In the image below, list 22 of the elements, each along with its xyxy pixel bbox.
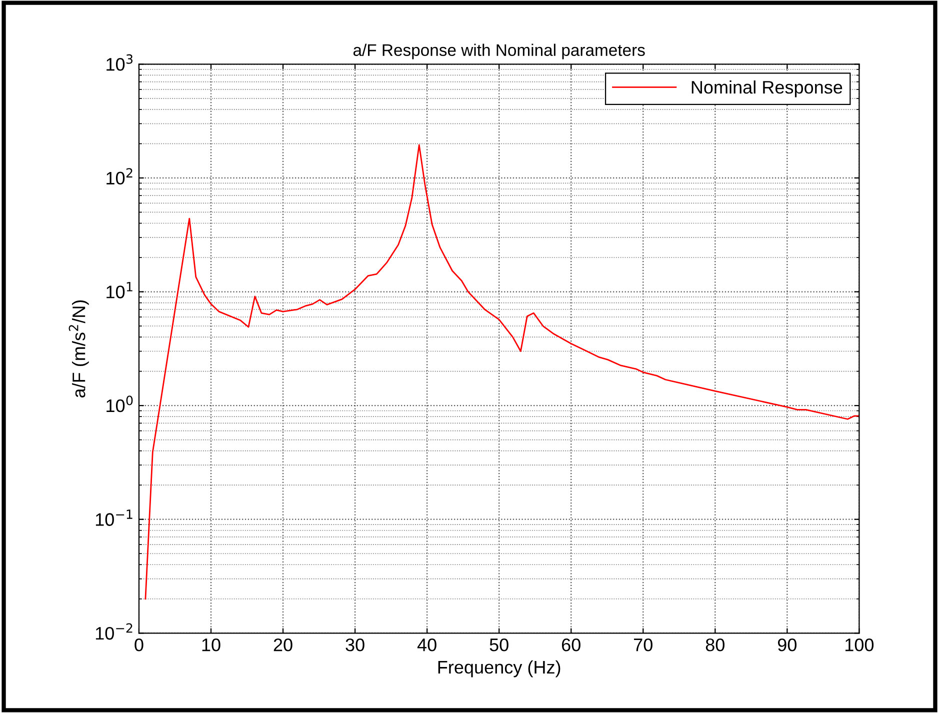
y-tick-label: 10$^{0}$ <box>106 396 133 412</box>
x-tick-label: 90 <box>778 638 796 652</box>
x-tick-label: 40 <box>417 638 436 652</box>
chart-title: a/F Response with Nominal parameters <box>353 44 645 60</box>
x-tick-label: 30 <box>346 638 364 652</box>
y-axis-title: a/F (m/s$^{2}$/N) <box>68 300 89 398</box>
x-tick-label: 20 <box>274 638 292 652</box>
x-tick-label: 70 <box>634 638 652 652</box>
x-tick-label: 80 <box>706 638 724 652</box>
y-tick-label: 10$^{3}$ <box>106 54 133 71</box>
x-tick-label: 100 <box>846 638 874 652</box>
x-axis-title: Frequency (Hz) <box>438 660 560 678</box>
x-tick-label: 10 <box>202 638 220 652</box>
x-tick-label: 50 <box>490 638 508 652</box>
line-series <box>144 144 860 600</box>
legend-label: Nominal Response <box>692 80 842 98</box>
y-tick-label: 10$^{−2}$ <box>96 623 132 640</box>
y-tick-label: 10$^{1}$ <box>106 282 132 298</box>
x-tick-label: 60 <box>562 638 580 652</box>
y-tick-label: 10$^{−1}$ <box>96 510 132 526</box>
y-tick-label: 10$^{2}$ <box>106 168 132 185</box>
x-tick-label: 0 <box>134 638 144 652</box>
